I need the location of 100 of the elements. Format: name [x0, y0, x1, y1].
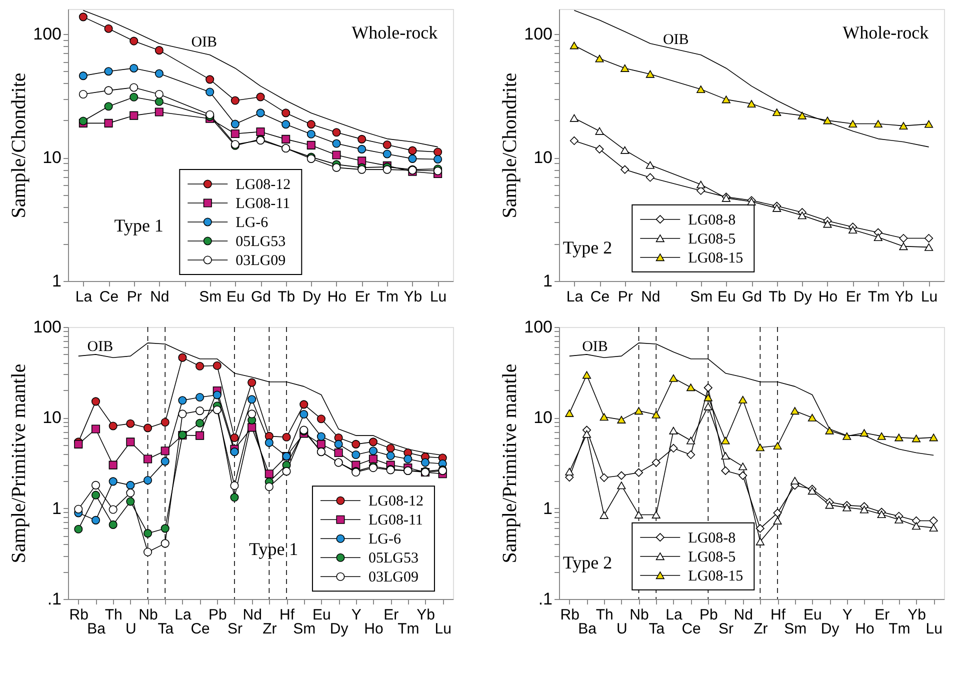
- legend-label: LG08-12: [236, 176, 291, 193]
- x-tick-label: La: [666, 606, 683, 624]
- x-tick-label: Eu: [226, 288, 245, 306]
- x-tick-label: Er: [874, 606, 890, 624]
- x-tick-label: Yb: [908, 606, 926, 624]
- x-tick-label: Eu: [717, 288, 736, 306]
- annotation: OIB: [662, 32, 689, 48]
- legend-label: 03LG09: [368, 570, 418, 586]
- y-axis-title: Sample/Primitive mantle: [499, 364, 522, 564]
- y-tick-label: 1: [52, 272, 62, 290]
- y-axis-title: Sample/Primitive mantle: [8, 364, 30, 564]
- y-tick-label: 100: [33, 318, 62, 336]
- x-tick-label: Ho: [327, 288, 347, 306]
- x-tick-label: Ba: [578, 620, 598, 638]
- legend-label: LG08-11: [236, 196, 290, 212]
- x-tick-label: Er: [846, 288, 861, 306]
- x-tick-label: Pb: [699, 606, 718, 624]
- x-tick-label: Eu: [312, 606, 331, 624]
- x-tick-label: La: [75, 288, 93, 306]
- x-tick-label: Sr: [718, 620, 734, 638]
- x-tick-label: Y: [842, 606, 852, 624]
- x-tick-label: Tm: [398, 620, 420, 638]
- x-tick-label: Rb: [69, 606, 88, 624]
- x-tick-label: Nd: [734, 606, 753, 624]
- x-tick-label: Ce: [99, 288, 119, 306]
- y-tick-label: 1: [52, 498, 62, 518]
- x-tick-label: Lu: [430, 288, 447, 306]
- x-tick-label: U: [616, 620, 628, 638]
- legend-label: LG08-5: [688, 549, 736, 566]
- annotation: Type 2: [562, 552, 612, 573]
- x-tick-label: Ho: [364, 620, 384, 638]
- x-tick-label: Sm: [199, 288, 222, 306]
- x-tick-label: Tb: [768, 288, 786, 306]
- y-axis-title: Sample/Chondrite: [499, 72, 522, 218]
- x-tick-label: Ce: [190, 620, 210, 638]
- y-tick-label: 1: [543, 498, 552, 518]
- x-tick-label: Lu: [434, 620, 452, 638]
- y-tick-label: 10: [534, 148, 552, 168]
- x-tick-label: Tm: [888, 620, 910, 638]
- x-tick-label: Tb: [278, 288, 296, 306]
- x-tick-label: Sr: [227, 620, 242, 638]
- legend-label: 05LG53: [236, 234, 286, 250]
- x-tick-label: Tm: [868, 288, 890, 306]
- legend-label: LG08-11: [368, 512, 423, 529]
- legend-label: 05LG53: [368, 550, 418, 567]
- y-tick-label: 10: [42, 408, 62, 428]
- y-tick-label: 100: [524, 318, 552, 336]
- x-tick-label: Rb: [560, 606, 580, 624]
- x-tick-label: Dy: [302, 288, 322, 306]
- x-tick-label: Nd: [641, 288, 660, 306]
- x-tick-label: Yb: [894, 288, 914, 306]
- x-tick-label: Th: [104, 606, 122, 624]
- annotation: Type 1: [114, 216, 164, 236]
- legend-label: LG-6: [368, 532, 402, 548]
- x-tick-label: Yb: [404, 288, 422, 306]
- y-axis-title: Sample/Chondrite: [8, 72, 30, 218]
- legend-label: LG08-8: [688, 212, 736, 228]
- x-tick-label: La: [174, 606, 192, 624]
- x-tick-label: Eu: [804, 606, 822, 624]
- x-tick-label: Dy: [820, 620, 840, 638]
- annotation: Whole-rock: [352, 22, 438, 42]
- legend-label: LG08-8: [688, 530, 736, 546]
- x-tick-label: La: [566, 288, 584, 306]
- x-tick-label: Hf: [770, 606, 786, 624]
- x-tick-label: Nb: [630, 606, 649, 624]
- x-tick-label: Gd: [742, 288, 762, 306]
- legend-label: LG08-5: [688, 231, 736, 248]
- legend-label: LG08-15: [688, 250, 744, 266]
- x-tick-label: Er: [384, 606, 399, 624]
- x-tick-label: Zr: [754, 620, 768, 638]
- x-tick-label: Tm: [376, 288, 398, 306]
- x-tick-label: Pr: [618, 288, 633, 306]
- annotation: OIB: [87, 339, 114, 356]
- x-tick-label: Sm: [293, 620, 316, 638]
- x-tick-label: Y: [351, 606, 362, 624]
- y-tick-label: 100: [524, 24, 552, 44]
- x-tick-label: Nd: [242, 606, 262, 624]
- x-tick-label: U: [126, 620, 136, 638]
- x-tick-label: Er: [354, 288, 370, 306]
- y-tick-label: .1: [538, 590, 552, 608]
- x-tick-label: Sm: [690, 288, 713, 306]
- annotation: OIB: [191, 34, 218, 51]
- x-tick-label: Pr: [126, 288, 142, 306]
- x-tick-label: Th: [596, 606, 614, 624]
- y-tick-label: .1: [47, 590, 62, 608]
- annotation: Type 1: [248, 539, 298, 560]
- annotation: Type 2: [562, 237, 612, 258]
- x-tick-label: Dy: [330, 620, 349, 638]
- x-tick-label: Hf: [280, 606, 296, 624]
- y-tick-label: 10: [42, 148, 62, 168]
- x-tick-label: Dy: [793, 288, 812, 306]
- x-tick-label: Yb: [416, 606, 435, 624]
- x-tick-label: Sm: [784, 620, 807, 638]
- x-tick-label: Ho: [818, 288, 838, 306]
- x-tick-label: Ce: [682, 620, 701, 638]
- x-tick-label: Lu: [920, 288, 938, 306]
- legend-label: LG08-15: [688, 568, 744, 584]
- x-tick-label: Ta: [158, 620, 174, 638]
- legend-label: LG-6: [236, 214, 269, 231]
- annotation: Whole-rock: [842, 22, 929, 42]
